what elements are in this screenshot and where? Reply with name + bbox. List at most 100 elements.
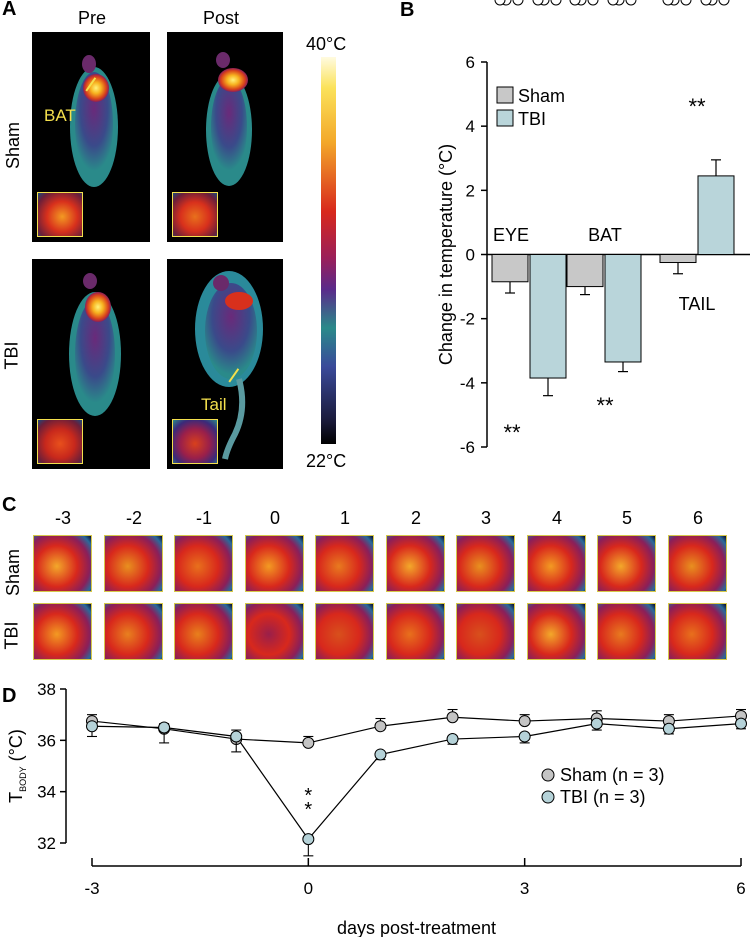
chart-d-legend: Sham (n = 3)TBI (n = 3): [541, 765, 665, 807]
b-data-point: [532, 0, 544, 6]
d-x-tick-label: -3: [84, 879, 99, 898]
b-significance-eye: **: [503, 420, 521, 445]
c-day-label: 5: [621, 508, 632, 528]
c-day-label: 3: [480, 508, 491, 528]
b-y-tick-label: 2: [466, 181, 475, 200]
b-y-tick-label: 6: [466, 53, 475, 72]
d-point-sham: [446, 711, 459, 724]
b-data-point: [550, 0, 562, 6]
c-row-label-sham: Sham: [3, 548, 24, 597]
b-significance-bat: **: [596, 393, 614, 418]
d-significance: *: [304, 785, 312, 807]
d-point-tbi: [518, 730, 531, 743]
b-category-label-tail: TAIL: [679, 294, 716, 314]
d-point-tbi: [158, 721, 171, 734]
colorbar-max-label: 40°C: [306, 34, 347, 54]
b-data-point: [680, 0, 692, 6]
tail-annotation: Tail: [201, 395, 227, 414]
c-tile-sham: [104, 535, 163, 592]
d-point-tbi: [86, 720, 98, 733]
colorbar-min-label: 22°C: [306, 451, 347, 471]
c-tile-tbi: [456, 603, 515, 660]
b-data-point: [625, 0, 637, 6]
d-y-axis-label: TBODY (°C): [6, 729, 28, 803]
c-day-label: 0: [269, 508, 280, 528]
b-data-point: [512, 0, 524, 6]
d-legend-marker-sham: [541, 768, 555, 782]
temperature-colorbar: [321, 57, 336, 444]
c-tile-sham: [315, 535, 374, 592]
chart-b: B -6 -4 -2 0 2 4 6 Change in temperature (°C) E…: [400, 0, 750, 457]
c-tile-sham: [527, 535, 586, 592]
c-tile-sham: [456, 535, 515, 592]
c-tile-tbi: [33, 603, 92, 660]
inset-sham-pre: [37, 192, 83, 237]
d-x-tick-label: 0: [304, 879, 313, 898]
b-data-point: [569, 0, 581, 6]
d-y-tick-label: 38: [37, 680, 56, 699]
d-legend-marker-tbi: [541, 790, 555, 804]
c-day-label: -3: [54, 508, 71, 528]
d-point-tbi: [590, 717, 603, 730]
panel-a-letter: A: [2, 0, 17, 20]
b-significance-tail: **: [688, 94, 706, 119]
c-tile-sham: [668, 535, 727, 592]
d-point-tbi: [446, 733, 459, 746]
c-tile-sham: [33, 535, 92, 592]
b-data-point: [607, 0, 619, 6]
inset-tbi-pre: [37, 419, 83, 464]
b-data-point: [718, 0, 730, 6]
d-y-tick-label: 36: [37, 731, 56, 750]
b-bar-sham-bat: [566, 254, 604, 288]
b-y-tick-label: -2: [460, 310, 475, 329]
c-tile-tbi: [386, 603, 445, 660]
c-tile-tbi: [104, 603, 163, 660]
b-y-tick-label: 0: [466, 246, 475, 265]
col-label-pre: Pre: [78, 8, 107, 28]
chart-b-bars: [491, 0, 735, 397]
c-tile-tbi: [245, 603, 304, 660]
panel-b-letter: B: [400, 0, 414, 21]
c-tile-tbi: [315, 603, 374, 660]
d-point-tbi: [374, 748, 387, 761]
panel-c-letter: C: [2, 494, 17, 516]
c-tile-sham: [174, 535, 233, 592]
d-line-sham: [91, 715, 742, 744]
chart-b-axes: -6 -4 -2 0 2 4 6 Change in temperature (°C): [436, 53, 750, 457]
col-label-post: Post: [203, 8, 240, 28]
d-point-tbi: [735, 717, 747, 730]
b-data-point: [494, 0, 506, 6]
c-tile-sham: [245, 535, 304, 592]
c-day-label: -1: [195, 508, 212, 528]
b-bar-sham-tail: [659, 254, 697, 264]
c-tile-tbi: [597, 603, 656, 660]
inset-tbi-post: [172, 419, 218, 464]
b-legend-swatch-tbi: [496, 109, 514, 127]
thermal-image-tbi-pre: [32, 259, 150, 469]
c-tile-tbi: [174, 603, 233, 660]
inset-sham-post: [172, 192, 218, 237]
chart-b-labels: EYE ** BAT ** TAIL ** Sham TBI: [493, 86, 715, 445]
b-y-axis-label: Change in temperature (°C): [436, 144, 456, 365]
b-bar-tbi-bat: [604, 254, 642, 363]
c-day-label: 6: [692, 508, 703, 528]
d-x-tick-label: 3: [520, 879, 529, 898]
b-bar-tbi-eye: [529, 254, 567, 379]
b-data-point: [587, 0, 599, 6]
d-x-axis-label: days post-treatment: [337, 918, 496, 937]
c-tile-sham: [597, 535, 656, 592]
d-line-tbi: [91, 723, 742, 841]
d-point-sham: [302, 736, 315, 749]
panel-d-letter: D: [2, 685, 16, 707]
b-legend-tbi: TBI: [518, 109, 546, 129]
b-legend-sham: Sham: [518, 86, 565, 106]
c-tile-sham: [386, 535, 445, 592]
thermal-image-sham-pre: BAT: [32, 32, 150, 242]
d-y-tick-label: 32: [37, 834, 56, 853]
d-point-tbi: [662, 722, 675, 735]
c-row-label-tbi: TBI: [1, 621, 22, 650]
d-y-tick-label: 34: [37, 783, 56, 802]
b-data-point: [700, 0, 712, 6]
